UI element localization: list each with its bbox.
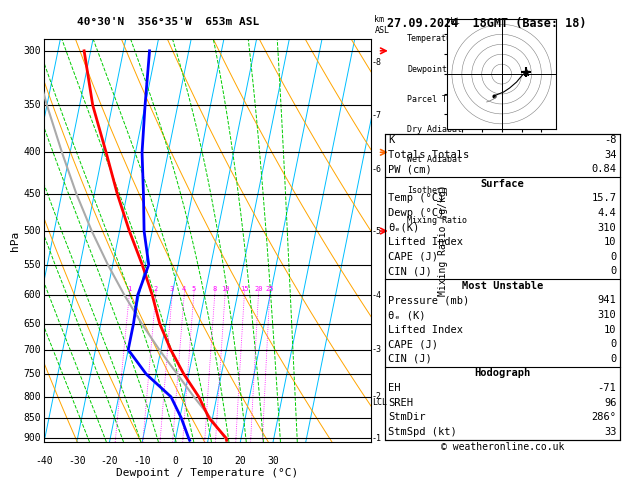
Text: 0: 0 — [610, 252, 616, 262]
Text: -8: -8 — [604, 135, 616, 145]
Text: 0: 0 — [610, 266, 616, 277]
Text: Most Unstable: Most Unstable — [462, 281, 543, 291]
Text: Mixing Ratio: Mixing Ratio — [407, 216, 467, 225]
Text: Hodograph: Hodograph — [474, 368, 530, 379]
Text: Lifted Index: Lifted Index — [388, 325, 463, 335]
Text: 350: 350 — [23, 100, 41, 110]
Text: -20: -20 — [101, 456, 118, 467]
Text: 40°30'N  356°35'W  653m ASL: 40°30'N 356°35'W 653m ASL — [77, 17, 259, 27]
Text: 310: 310 — [598, 223, 616, 233]
Text: Wet Adiabat: Wet Adiabat — [407, 156, 462, 164]
Text: θₑ (K): θₑ (K) — [388, 310, 426, 320]
Text: CIN (J): CIN (J) — [388, 266, 432, 277]
Text: 450: 450 — [23, 189, 41, 199]
Text: kt: kt — [450, 17, 460, 26]
Text: 800: 800 — [23, 392, 41, 402]
Text: km
ASL: km ASL — [374, 16, 389, 35]
Text: 30: 30 — [267, 456, 279, 467]
Text: 10: 10 — [604, 325, 616, 335]
Text: CIN (J): CIN (J) — [388, 354, 432, 364]
Text: Dewp (°C): Dewp (°C) — [388, 208, 444, 218]
Text: Temperature: Temperature — [407, 35, 462, 43]
Text: 4: 4 — [182, 286, 186, 292]
Text: -7: -7 — [372, 111, 382, 120]
Text: Isotherm: Isotherm — [407, 186, 447, 195]
Text: 96: 96 — [604, 398, 616, 408]
Text: 850: 850 — [23, 413, 41, 423]
Text: 10: 10 — [604, 237, 616, 247]
Text: PW (cm): PW (cm) — [388, 164, 432, 174]
Text: SREH: SREH — [388, 398, 413, 408]
Text: 650: 650 — [23, 318, 41, 329]
Text: 400: 400 — [23, 147, 41, 157]
Text: Surface: Surface — [481, 179, 524, 189]
Text: 300: 300 — [23, 46, 41, 56]
Text: -1: -1 — [372, 434, 382, 443]
Text: -30: -30 — [68, 456, 86, 467]
Text: 700: 700 — [23, 345, 41, 355]
Text: 34: 34 — [604, 150, 616, 160]
Text: Mixing Ratio (g/kg): Mixing Ratio (g/kg) — [438, 185, 448, 296]
Text: 2: 2 — [153, 286, 158, 292]
Text: -3: -3 — [372, 345, 382, 354]
Text: 33: 33 — [604, 427, 616, 437]
Text: -2: -2 — [372, 392, 382, 401]
Text: 0.84: 0.84 — [591, 164, 616, 174]
Text: θₑ(K): θₑ(K) — [388, 223, 420, 233]
Text: -8: -8 — [372, 58, 382, 67]
Text: 10: 10 — [221, 286, 229, 292]
Text: 941: 941 — [598, 295, 616, 306]
Text: -40: -40 — [35, 456, 53, 467]
Text: 900: 900 — [23, 434, 41, 443]
Text: Lifted Index: Lifted Index — [388, 237, 463, 247]
Text: LCL: LCL — [372, 398, 387, 407]
Text: StmSpd (kt): StmSpd (kt) — [388, 427, 457, 437]
Text: 3: 3 — [170, 286, 174, 292]
Text: Dewpoint / Temperature (°C): Dewpoint / Temperature (°C) — [116, 469, 299, 479]
Text: 5: 5 — [192, 286, 196, 292]
Text: -4: -4 — [372, 291, 382, 300]
Text: 15.7: 15.7 — [591, 193, 616, 204]
Text: -71: -71 — [598, 383, 616, 393]
Text: 20: 20 — [235, 456, 246, 467]
Text: -10: -10 — [133, 456, 151, 467]
Text: -5: -5 — [372, 226, 382, 236]
Text: © weatheronline.co.uk: © weatheronline.co.uk — [440, 442, 564, 452]
Text: 0: 0 — [172, 456, 178, 467]
Text: EH: EH — [388, 383, 401, 393]
Text: 550: 550 — [23, 260, 41, 270]
Text: 10: 10 — [202, 456, 213, 467]
Text: Parcel Trajectory: Parcel Trajectory — [407, 95, 492, 104]
Text: 286°: 286° — [591, 412, 616, 422]
Text: 750: 750 — [23, 369, 41, 379]
Text: 15: 15 — [240, 286, 248, 292]
Text: 600: 600 — [23, 290, 41, 300]
Text: 1: 1 — [127, 286, 131, 292]
Text: 4.4: 4.4 — [598, 208, 616, 218]
Text: Totals Totals: Totals Totals — [388, 150, 469, 160]
Text: Pressure (mb): Pressure (mb) — [388, 295, 469, 306]
Text: 0: 0 — [610, 339, 616, 349]
Text: 8: 8 — [213, 286, 217, 292]
Text: Temp (°C): Temp (°C) — [388, 193, 444, 204]
Text: 20: 20 — [254, 286, 263, 292]
Text: 310: 310 — [598, 310, 616, 320]
Text: StmDir: StmDir — [388, 412, 426, 422]
Text: 27.09.2024  18GMT (Base: 18): 27.09.2024 18GMT (Base: 18) — [387, 17, 586, 30]
Text: -6: -6 — [372, 165, 382, 174]
Text: CAPE (J): CAPE (J) — [388, 252, 438, 262]
Text: Dry Adiabat: Dry Adiabat — [407, 125, 462, 134]
Text: hPa: hPa — [9, 230, 19, 251]
Text: 25: 25 — [265, 286, 274, 292]
Text: 0: 0 — [610, 354, 616, 364]
Text: 500: 500 — [23, 226, 41, 236]
Text: CAPE (J): CAPE (J) — [388, 339, 438, 349]
Text: Dewpoint: Dewpoint — [407, 65, 447, 74]
Text: K: K — [388, 135, 394, 145]
